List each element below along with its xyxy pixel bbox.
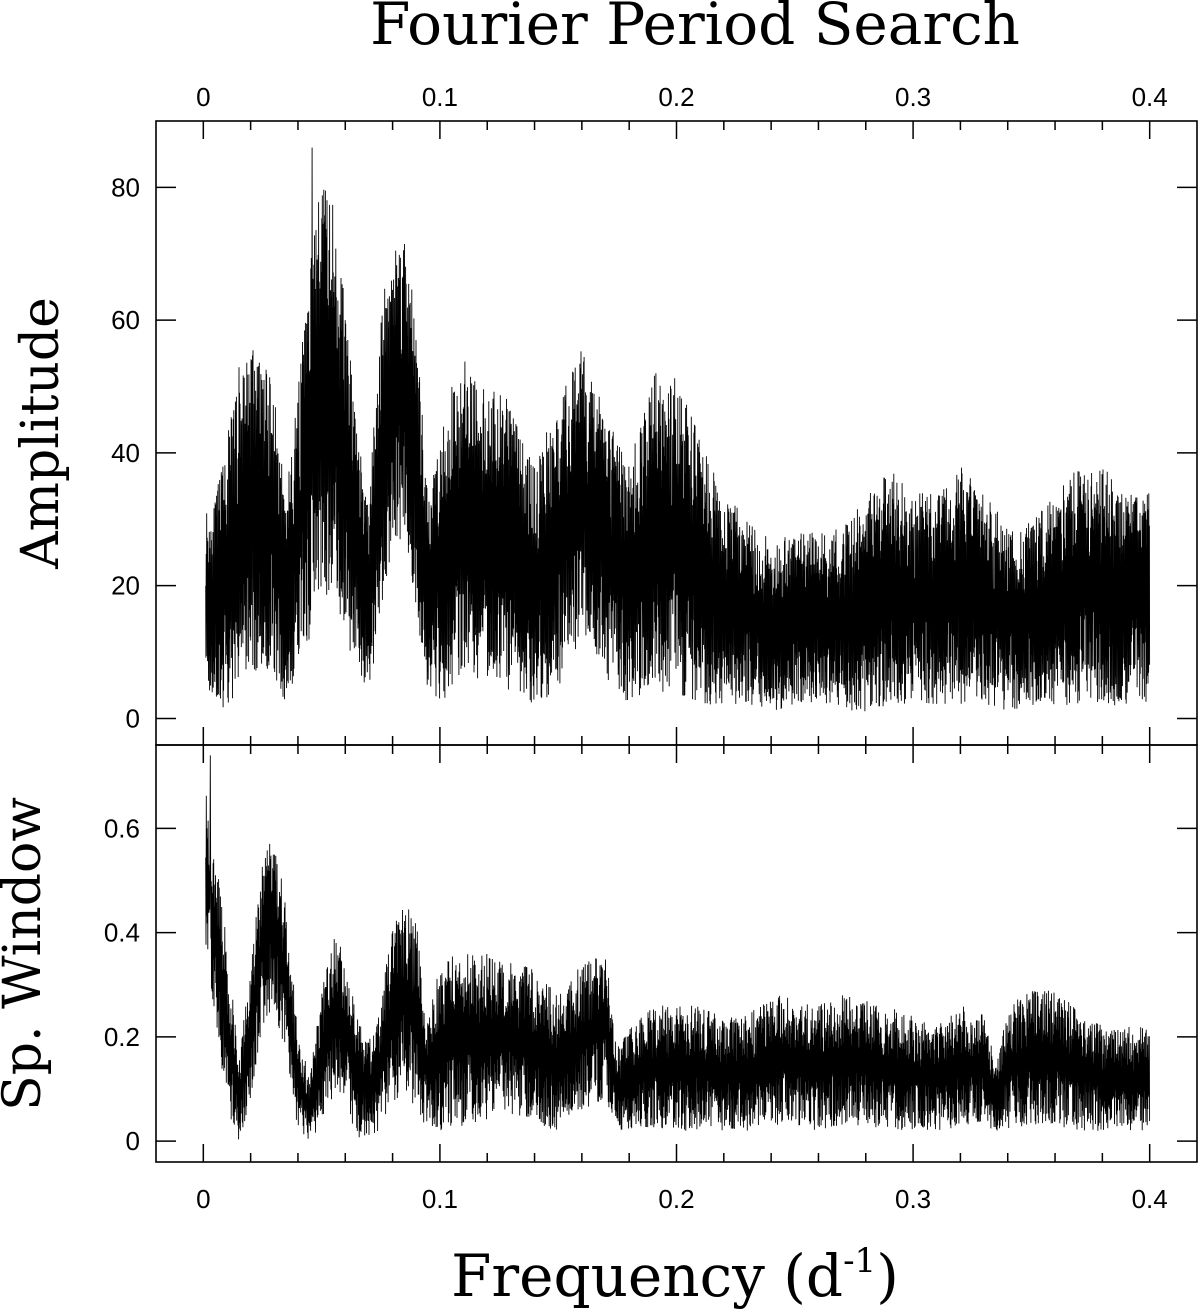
chart-title: Fourier Period Search [370, 0, 1020, 58]
amplitude-spectrum-line [205, 147, 1151, 712]
spectral-window-y-axis-label: Sp. Window [0, 797, 53, 1111]
bottom-x-tick-label: 0 [196, 1184, 210, 1214]
spectral-window-line [205, 755, 1151, 1140]
amplitude-panel-ticks [156, 121, 1197, 745]
amplitude-y-tick-label: 80 [111, 172, 140, 202]
frequency-x-axis-label-main: Frequency (d [451, 1242, 843, 1310]
amplitude-y-tick-label: 60 [111, 305, 140, 335]
bottom-x-tick-label: 0.4 [1132, 1184, 1168, 1214]
amplitude-panel: 0 0.1 0.2 0.3 0.4 0 20 40 60 80 Amplitude [11, 82, 1198, 746]
spectral-window-panel-tick-labels: 0 0.1 0.2 0.3 0.4 0 0.2 0.4 0.6 [104, 813, 1168, 1214]
top-x-tick-label: 0.2 [658, 82, 694, 112]
amplitude-y-tick-label: 40 [111, 438, 140, 468]
frequency-x-axis-label-close: ) [876, 1242, 899, 1310]
spectral-window-panel-ticks [156, 745, 1197, 1162]
top-x-tick-label: 0.4 [1132, 82, 1168, 112]
frequency-x-axis-label-exponent: -1 [843, 1241, 876, 1281]
amplitude-panel-tick-labels: 0 0.1 0.2 0.3 0.4 0 20 40 60 80 [111, 82, 1168, 733]
spectral-window-y-tick-label: 0.4 [104, 918, 140, 948]
top-x-tick-label: 0.3 [895, 82, 931, 112]
frequency-x-axis-label: Frequency (d-1) [451, 1241, 899, 1310]
amplitude-y-tick-label: 20 [111, 571, 140, 601]
bottom-x-tick-label: 0.3 [895, 1184, 931, 1214]
amplitude-y-tick-label: 0 [126, 703, 140, 733]
amplitude-y-axis-label: Amplitude [11, 297, 71, 570]
bottom-x-tick-label: 0.1 [422, 1184, 458, 1214]
top-x-tick-label: 0.1 [422, 82, 458, 112]
spectral-window-y-tick-label: 0 [126, 1126, 140, 1156]
spectral-window-y-tick-label: 0.2 [104, 1022, 140, 1052]
top-x-tick-label: 0 [196, 82, 210, 112]
spectral-window-y-tick-label: 0.6 [104, 813, 140, 843]
bottom-x-tick-label: 0.2 [658, 1184, 694, 1214]
spectral-window-panel: 0 0.1 0.2 0.3 0.4 0 0.2 0.4 0.6 Sp. Window [0, 744, 1198, 1214]
